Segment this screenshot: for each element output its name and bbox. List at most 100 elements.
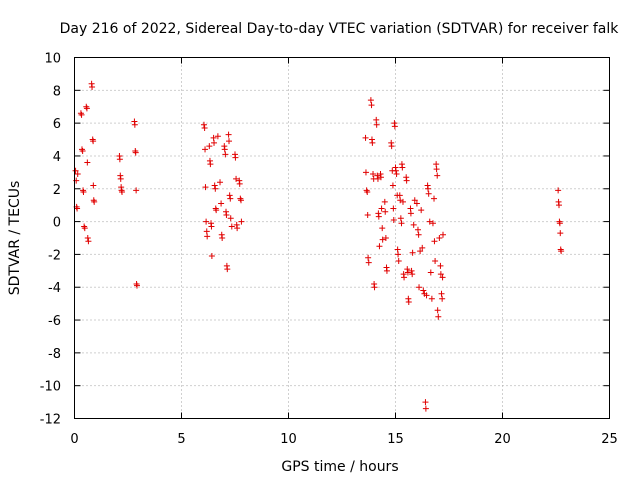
data-point (211, 182, 218, 189)
data-point (370, 171, 377, 178)
y-tick-label: 6 (53, 117, 61, 132)
data-point (379, 225, 386, 232)
data-point (80, 189, 87, 196)
data-point (435, 313, 442, 320)
data-point (425, 185, 432, 192)
data-point (213, 207, 220, 214)
data-point (437, 262, 444, 269)
data-point (375, 213, 382, 220)
data-point (420, 287, 427, 294)
y-tick-label: 8 (53, 84, 61, 99)
data-point (212, 185, 219, 192)
data-point (226, 192, 233, 199)
data-point (419, 244, 426, 251)
data-point (207, 161, 214, 168)
data-point (365, 254, 372, 261)
x-axis-label: GPS time / hours (281, 459, 398, 475)
data-point (208, 223, 215, 230)
data-point (238, 218, 245, 225)
data-point (439, 295, 446, 302)
y-tick-label: -4 (48, 281, 61, 296)
data-point (428, 295, 435, 302)
data-point (416, 284, 423, 291)
data-point (368, 102, 375, 109)
data-point (84, 235, 91, 241)
data-point (227, 195, 234, 202)
data-point (411, 197, 418, 204)
y-tick-label: -8 (48, 347, 61, 362)
data-point (388, 143, 395, 150)
data-point (379, 236, 386, 243)
y-tick-label: -12 (40, 413, 61, 428)
data-point (201, 125, 208, 132)
data-point (405, 298, 412, 305)
data-point (233, 175, 240, 182)
data-point (414, 226, 421, 233)
data-point (373, 121, 380, 128)
data-point (390, 216, 397, 223)
data-point (409, 249, 416, 256)
data-point (221, 146, 228, 153)
x-tick-label: 0 (70, 432, 78, 447)
data-point (377, 174, 384, 181)
data-point (398, 220, 405, 227)
data-point (369, 139, 376, 146)
data-point (222, 151, 229, 158)
data-point (85, 238, 92, 245)
y-tick-label: -6 (48, 314, 61, 329)
x-tick-label: 25 (601, 432, 618, 447)
data-point (436, 235, 443, 241)
data-point (219, 235, 226, 241)
data-point (204, 233, 211, 240)
data-point (440, 231, 447, 238)
data-point (389, 182, 396, 189)
data-point (423, 292, 430, 299)
data-point (227, 215, 234, 222)
data-point (383, 267, 390, 274)
data-point (237, 197, 244, 204)
data-point (558, 248, 565, 255)
data-point (371, 284, 378, 291)
data-point (432, 257, 439, 264)
data-point (90, 182, 97, 189)
data-point (202, 146, 209, 153)
data-point (132, 149, 139, 156)
data-point (78, 111, 85, 118)
x-tick-label: 15 (387, 432, 404, 447)
data-point (374, 172, 381, 179)
data-point (376, 243, 383, 250)
data-point (426, 218, 433, 225)
data-point (217, 179, 224, 186)
data-point (415, 231, 422, 238)
data-point (72, 167, 79, 174)
data-point (392, 167, 399, 174)
data-point (399, 198, 406, 205)
data-point (365, 259, 372, 266)
data-point (364, 212, 371, 219)
data-point (403, 177, 410, 184)
data-point (225, 131, 232, 138)
y-axis-ticks: -12 -10 -8 -6 -4 -2 0 2 4 6 8 10 (40, 52, 610, 428)
data-point (431, 195, 438, 202)
data-point (556, 220, 563, 227)
data-point (557, 230, 564, 237)
data-point (84, 159, 91, 166)
plot-frame (74, 57, 610, 419)
data-point (429, 220, 436, 227)
data-point (81, 225, 88, 232)
data-point (131, 121, 138, 128)
data-point (425, 190, 432, 197)
data-point (427, 269, 434, 276)
x-tick-label: 10 (280, 432, 297, 447)
data-point (117, 175, 124, 182)
data-point (91, 198, 98, 205)
data-point (381, 198, 388, 205)
data-point (203, 218, 210, 225)
data-point (422, 405, 429, 412)
data-point (206, 143, 213, 150)
data-point (226, 138, 233, 145)
data-point (422, 399, 429, 406)
data-point (417, 248, 424, 255)
x-axis-ticks: 0 5 10 15 20 25 (70, 57, 618, 447)
